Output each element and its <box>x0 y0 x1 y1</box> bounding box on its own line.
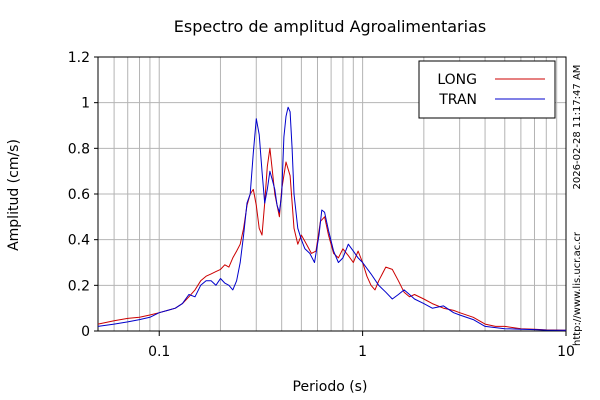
y-tick-label: 1.2 <box>68 50 90 66</box>
y-tick-label: 0 <box>81 324 90 340</box>
y-tick-label: 0.8 <box>68 141 90 157</box>
legend-label-tran: TRAN <box>438 92 477 108</box>
x-axis-label: Periodo (s) <box>293 379 368 395</box>
legend-label-long: LONG <box>437 72 477 88</box>
x-tick-label: 0.1 <box>148 344 170 360</box>
chart-title: Espectro de amplitud Agroalimentarias <box>174 17 486 36</box>
series-line-long <box>97 147 567 331</box>
y-axis-label: Amplitud (cm/s) <box>6 139 22 251</box>
series-layer <box>97 106 567 331</box>
x-tick-label: 1 <box>358 344 367 360</box>
y-tick-label: 0.2 <box>68 278 90 294</box>
series-line-tran <box>97 106 567 331</box>
x-tick-label: 10 <box>557 344 575 360</box>
y-tick-label: 0.4 <box>68 233 90 249</box>
timestamp-label: 2026-02-28 11:17:47 AM <box>572 65 583 190</box>
y-tick-label: 1 <box>81 96 90 112</box>
legend-box <box>418 60 556 119</box>
url-label: http://www.lis.ucr.ac.cr <box>572 231 583 346</box>
axes: 0 0.2 0.4 0.6 0.8 1 1.2 0.1 1 10 <box>68 50 575 360</box>
legend: LONG TRAN <box>418 60 556 119</box>
y-tick-label: 0.6 <box>68 187 90 203</box>
